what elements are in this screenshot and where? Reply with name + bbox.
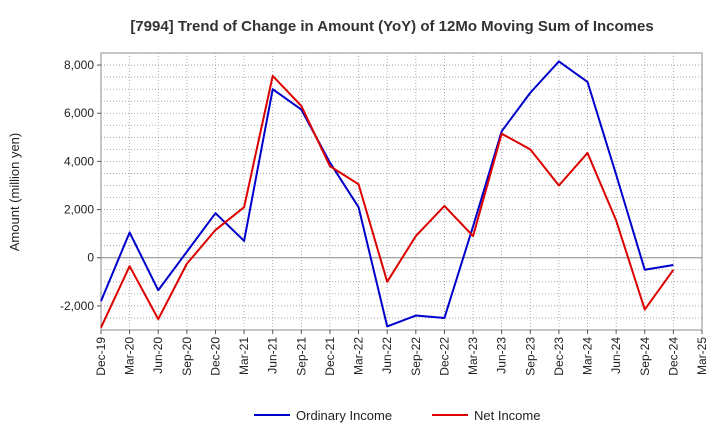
legend-label: Ordinary Income (296, 408, 392, 423)
plot-frame (100, 52, 703, 331)
x-tick-label: Mar-24 (581, 337, 595, 375)
x-tick-label: Sep-20 (180, 337, 194, 376)
x-tick-label: Sep-22 (409, 337, 423, 376)
x-tick-label: Jun-24 (609, 337, 623, 374)
x-tick-label: Dec-21 (323, 337, 337, 376)
x-tick-label: Sep-21 (294, 337, 308, 376)
x-tick-label: Jun-20 (151, 337, 165, 374)
x-tick-label: Dec-23 (552, 337, 566, 376)
x-tick-label: Sep-23 (523, 337, 537, 376)
y-tick-label: -2,000 (60, 299, 94, 313)
legend: Ordinary Income Net Income (254, 408, 540, 423)
x-tick-label: Dec-24 (666, 337, 680, 376)
y-tick-label: 0 (87, 251, 94, 265)
x-tick-label: Dec-19 (94, 337, 108, 376)
y-axis: -2,000 0 2,000 4,000 6,000 8,000 (60, 58, 101, 313)
x-tick-label: Mar-23 (466, 337, 480, 375)
series-layer (100, 60, 675, 329)
series-line-ordinary-income (100, 60, 674, 328)
y-tick-label: 8,000 (64, 58, 94, 72)
plot-area (100, 52, 703, 331)
x-tick-label: Dec-22 (437, 337, 451, 376)
x-tick-label: Mar-22 (352, 337, 366, 375)
chart-title: [7994] Trend of Change in Amount (YoY) o… (130, 18, 653, 35)
x-tick-label: Mar-21 (237, 337, 251, 375)
legend-label: Net Income (474, 408, 540, 423)
series-line-net-income (100, 74, 675, 329)
y-tick-label: 6,000 (64, 106, 94, 120)
x-tick-label: Jun-21 (266, 337, 280, 374)
y-axis-label: Amount (million yen) (7, 133, 22, 252)
x-tick-label: Mar-25 (695, 337, 709, 375)
y-tick-label: 4,000 (64, 154, 94, 168)
x-axis: Dec-19 Mar-20 Jun-20 Sep-20 Dec-20 Mar-21 Jun-… (94, 330, 709, 376)
x-tick-label: Jun-22 (380, 337, 394, 374)
x-tick-label: Mar-20 (123, 337, 137, 375)
y-tick-label: 2,000 (64, 203, 94, 217)
x-tick-label: Sep-24 (638, 337, 652, 376)
x-tick-label: Jun-23 (495, 337, 509, 374)
x-tick-label: Dec-20 (208, 337, 222, 376)
grid (100, 52, 703, 331)
